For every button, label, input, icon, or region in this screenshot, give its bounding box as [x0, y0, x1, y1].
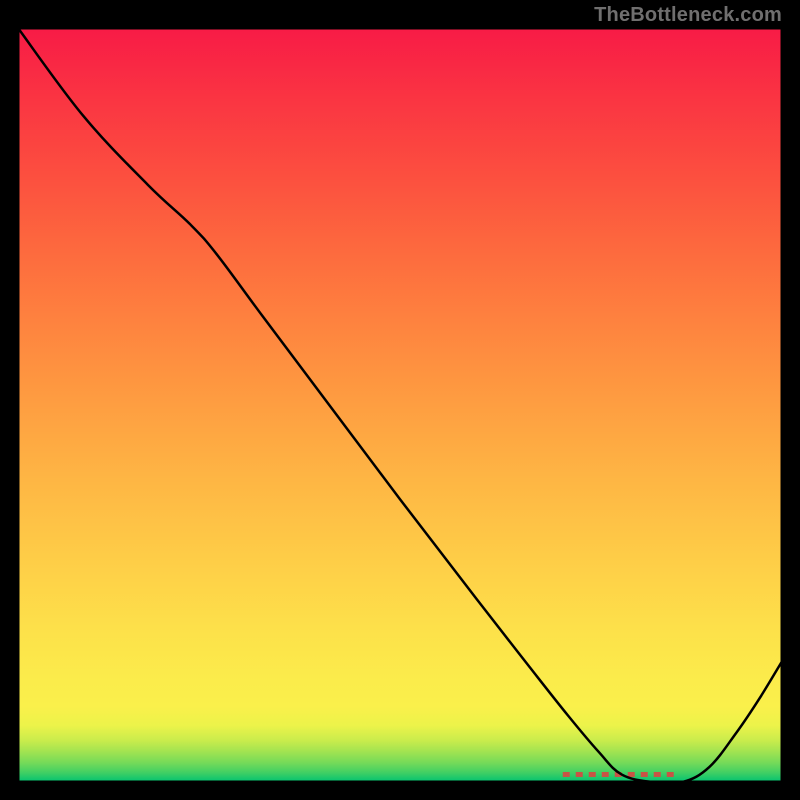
watermark-text: TheBottleneck.com: [594, 4, 782, 27]
chart-stage: TheBottleneck.com: [0, 0, 800, 800]
gradient-background: [18, 28, 782, 782]
chart-svg: [0, 0, 800, 800]
